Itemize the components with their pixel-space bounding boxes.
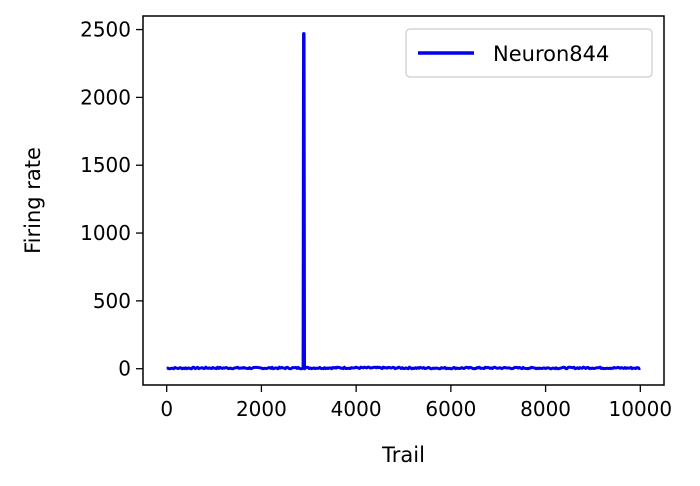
y-tick-label: 1000: [80, 221, 131, 245]
legend-entry-label: Neuron844: [493, 42, 609, 66]
x-tick-label: 4000: [331, 397, 382, 421]
x-tick-label: 10000: [609, 397, 673, 421]
x-axis-label: Trail: [381, 443, 425, 467]
y-tick-label: 0: [118, 357, 131, 381]
x-tick-label: 0: [160, 397, 173, 421]
y-tick-label: 1500: [80, 153, 131, 177]
plot-frame: [142, 15, 665, 386]
y-tick-label: 2500: [80, 18, 131, 42]
y-tick-label: 500: [93, 289, 131, 313]
x-tick-label: 6000: [425, 397, 476, 421]
legend-box: [405, 28, 653, 78]
y-tick-label: 2000: [80, 85, 131, 109]
chart-marks: [166, 32, 641, 371]
legend: Neuron844: [405, 28, 653, 78]
series-line-1: [166, 32, 641, 371]
x-tick-label: 2000: [236, 397, 287, 421]
x-tick-label: 8000: [520, 397, 571, 421]
y-axis-label: Firing rate: [21, 147, 45, 254]
x-axis-ticks: 0 2000 4000 6000 8000 10000: [160, 385, 672, 421]
y-axis-ticks: 0 500 1000 1500 2000 2500: [80, 18, 143, 381]
